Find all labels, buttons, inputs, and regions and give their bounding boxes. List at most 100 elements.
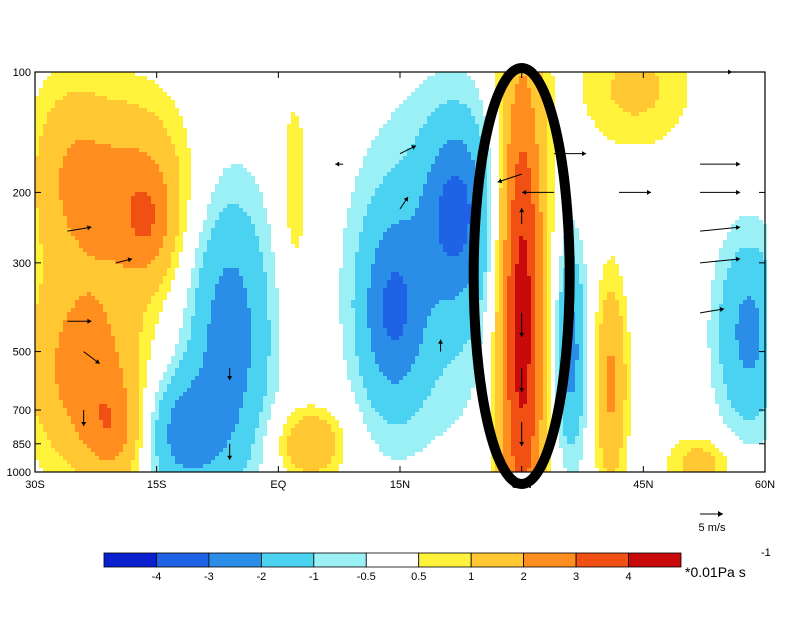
contour-cell xyxy=(71,204,75,208)
contour-cell xyxy=(483,220,487,224)
contour-cell xyxy=(535,128,539,132)
contour-cell xyxy=(455,188,459,192)
contour-cell xyxy=(507,256,511,260)
contour-cell xyxy=(503,144,507,148)
contour-cell xyxy=(511,224,515,228)
contour-cell xyxy=(251,188,255,192)
contour-cell xyxy=(383,240,387,244)
contour-cell xyxy=(351,232,355,236)
contour-cell xyxy=(511,92,515,96)
contour-cell xyxy=(79,172,83,176)
contour-cell xyxy=(459,168,463,172)
contour-cell xyxy=(291,236,295,240)
contour-cell xyxy=(523,244,527,248)
contour-cell xyxy=(59,220,63,224)
contour-cell xyxy=(495,76,499,80)
contour-cell xyxy=(91,188,95,192)
contour-cell xyxy=(83,172,87,176)
contour-cell xyxy=(435,116,439,120)
contour-cell xyxy=(83,84,87,88)
contour-cell xyxy=(631,92,635,96)
contour-cell xyxy=(291,212,295,216)
contour-cell xyxy=(147,104,151,108)
contour-cell xyxy=(387,132,391,136)
contour-cell xyxy=(727,256,731,260)
contour-cell xyxy=(47,148,51,152)
contour-cell xyxy=(115,132,119,136)
contour-cell xyxy=(399,116,403,120)
contour-cell xyxy=(103,72,107,76)
contour-cell xyxy=(75,172,79,176)
contour-cell xyxy=(603,80,607,84)
contour-cell xyxy=(55,236,59,240)
contour-cell xyxy=(59,264,63,268)
contour-cell xyxy=(547,204,551,208)
contour-cell xyxy=(539,72,543,76)
contour-cell xyxy=(519,148,523,152)
contour-cell xyxy=(583,96,587,100)
contour-cell xyxy=(215,216,219,220)
contour-cell xyxy=(175,208,179,212)
contour-cell xyxy=(55,252,59,256)
contour-cell xyxy=(143,212,147,216)
contour-cell xyxy=(523,264,527,268)
contour-cell xyxy=(179,212,183,216)
contour-cell xyxy=(299,184,303,188)
contour-cell xyxy=(455,100,459,104)
contour-cell xyxy=(419,136,423,140)
contour-cell xyxy=(395,164,399,168)
contour-cell xyxy=(539,192,543,196)
contour-cell xyxy=(79,232,83,236)
contour-cell xyxy=(39,228,43,232)
contour-cell xyxy=(159,104,163,108)
contour-cell xyxy=(499,188,503,192)
contour-cell xyxy=(475,92,479,96)
contour-cell xyxy=(299,152,303,156)
contour-cell xyxy=(423,220,427,224)
contour-cell xyxy=(459,244,463,248)
contour-cell xyxy=(135,212,139,216)
contour-cell xyxy=(83,156,87,160)
contour-cell xyxy=(531,252,535,256)
contour-cell xyxy=(531,260,535,264)
contour-cell xyxy=(203,220,207,224)
contour-cell xyxy=(391,244,395,248)
contour-cell xyxy=(519,176,523,180)
contour-cell xyxy=(47,104,51,108)
contour-cell xyxy=(127,96,131,100)
contour-cell xyxy=(543,200,547,204)
contour-cell xyxy=(99,220,103,224)
contour-cell xyxy=(419,208,423,212)
contour-cell xyxy=(87,224,91,228)
contour-cell xyxy=(183,192,187,196)
contour-cell xyxy=(435,84,439,88)
contour-cell xyxy=(451,80,455,84)
contour-cell xyxy=(543,188,547,192)
contour-cell xyxy=(95,184,99,188)
contour-cell xyxy=(399,196,403,200)
contour-cell xyxy=(659,104,663,108)
contour-cell xyxy=(551,76,555,80)
contour-cell xyxy=(747,248,751,252)
contour-cell xyxy=(383,236,387,240)
contour-cell xyxy=(83,200,87,204)
contour-cell xyxy=(139,152,143,156)
contour-cell xyxy=(135,232,139,236)
contour-cell xyxy=(111,260,115,264)
contour-cell xyxy=(407,208,411,212)
contour-cell xyxy=(679,112,683,116)
contour-cell xyxy=(435,264,439,268)
contour-cell xyxy=(47,248,51,252)
contour-cell xyxy=(503,148,507,152)
contour-cell xyxy=(515,248,519,252)
contour-cell xyxy=(95,220,99,224)
contour-cell xyxy=(111,152,115,156)
contour-cell xyxy=(87,176,91,180)
contour-cell xyxy=(415,176,419,180)
contour-cell xyxy=(511,84,515,88)
contour-cell xyxy=(595,124,599,128)
contour-cell xyxy=(63,132,67,136)
contour-cell xyxy=(179,184,183,188)
contour-cell xyxy=(435,160,439,164)
contour-cell xyxy=(223,200,227,204)
